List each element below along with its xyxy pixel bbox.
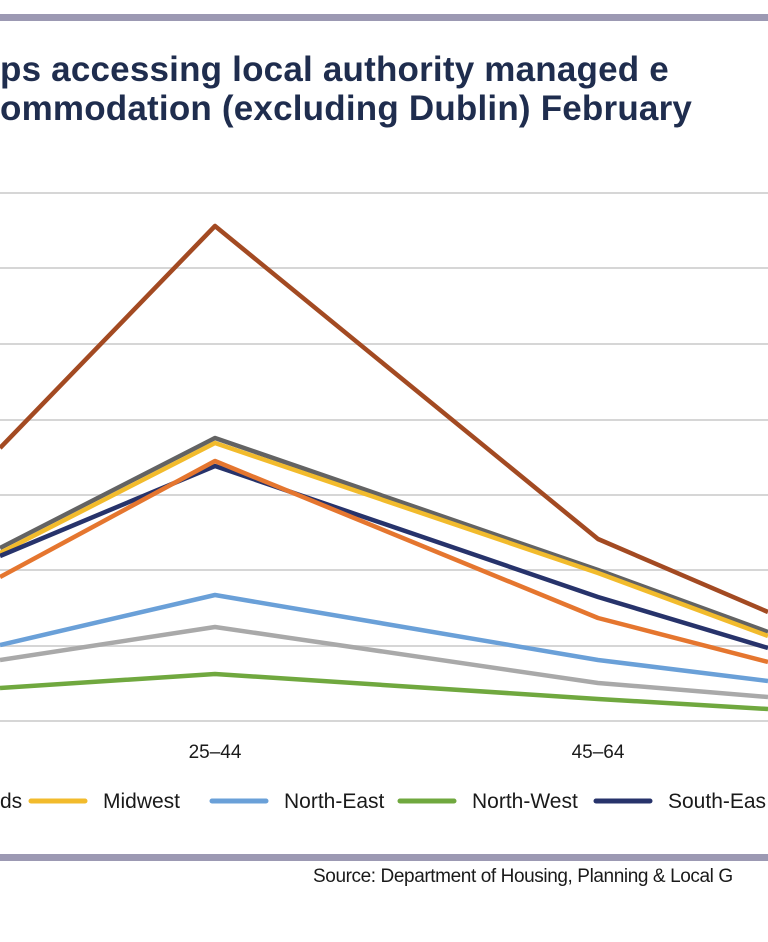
x-tick-label: 25–44 (189, 742, 242, 763)
legend-label: South-Eas (668, 790, 766, 813)
top-rule (0, 14, 768, 21)
chart-title-line-1: ps accessing local authority managed e (0, 50, 669, 89)
series-line (0, 671, 768, 712)
legend-label: Midwest (103, 790, 180, 813)
legend-label: North-East (284, 790, 385, 813)
series-line (0, 435, 768, 635)
chart-title-line-2: ommodation (excluding Dublin) February (0, 89, 693, 128)
series-line (0, 223, 768, 615)
source-note: Source: Department of Housing, Planning … (313, 866, 733, 887)
series-line (0, 592, 768, 684)
series-line (0, 458, 768, 665)
legend-label: North-West (472, 790, 578, 813)
x-tick-label: 45–64 (572, 742, 625, 763)
legend-label: ds (0, 790, 22, 813)
bottom-rule (0, 854, 768, 861)
series-line (0, 463, 768, 651)
line-chart: 25–44 45–64 ds Midwest North-East North-West S… (0, 192, 768, 813)
series-line (0, 624, 768, 700)
series-line (0, 440, 768, 639)
